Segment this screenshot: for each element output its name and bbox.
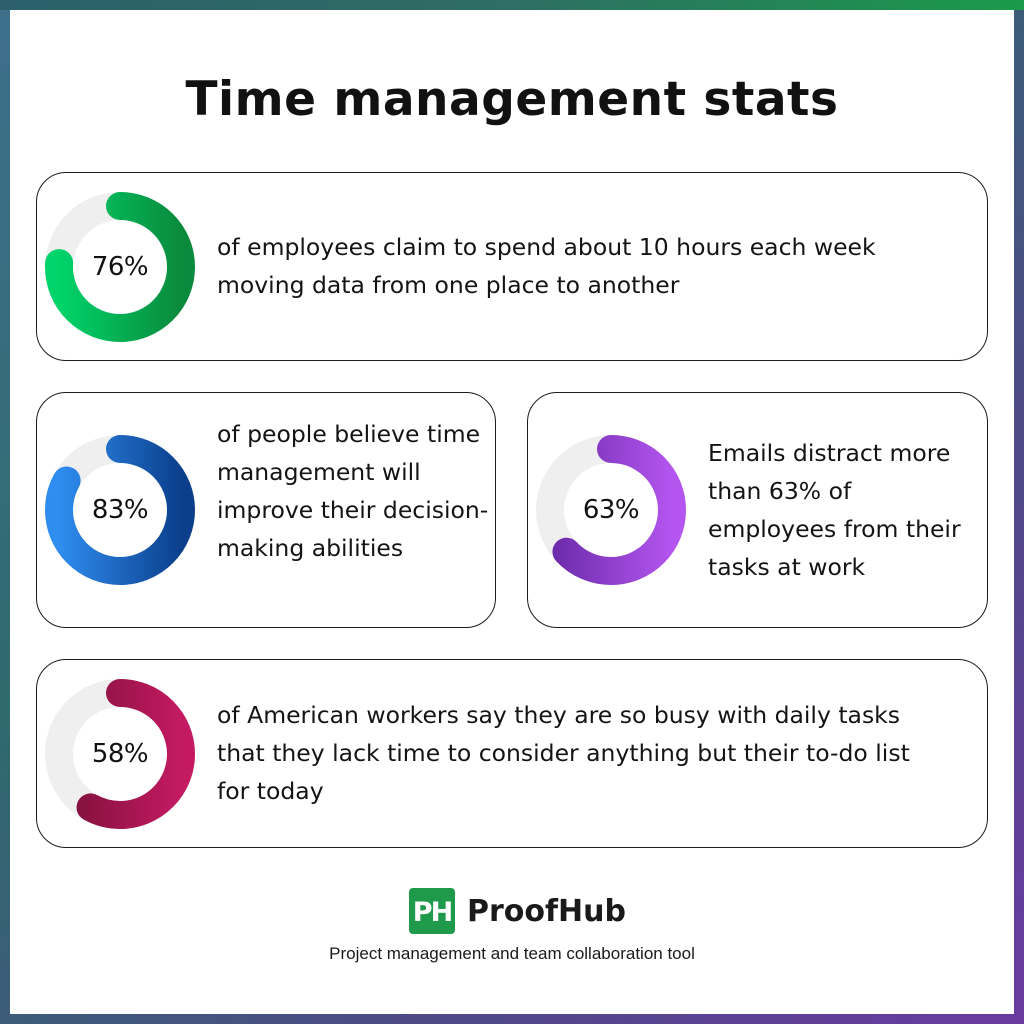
donut-chart-3: 63% [536,435,686,585]
donut-arc-1 [45,192,195,342]
brand-tagline: Project management and team collaboratio… [329,944,695,963]
stat-description-2: of people believe time management will i… [217,420,489,562]
donut-chart-4: 58% [45,679,195,829]
donut-chart-1: 76% [45,192,195,342]
ph-monogram-icon: PH [413,897,452,928]
donut-svg-3 [536,435,686,585]
page-title: Time management stats [185,72,839,127]
stat-card-1: 76% of employees claim to spend about 10… [36,172,988,361]
donut-chart-2: 83% [45,435,195,585]
stat-card-3: 63% Emails distract more than 63% of emp… [527,392,988,628]
stat-card-2: 83% of people believe time management wi… [36,392,496,628]
stat-card-4: 58% of American workers say they are so … [36,659,988,848]
donut-svg-4 [45,679,195,829]
donut-label-3: 63% [582,495,640,525]
stat-description-3: Emails distract more than 63% of employe… [708,439,961,581]
donut-svg-1 [45,192,195,342]
ph-monogram-text: PH [413,897,452,928]
donut-arc-3 [536,435,686,585]
donut-label-1: 76% [91,252,149,282]
stat-description-1: of employees claim to spend about 10 hou… [217,233,876,299]
donut-svg-2 [45,435,195,585]
stat-description-4: of American workers say they are so busy… [217,701,910,805]
gradient-frame-top [0,0,1024,10]
donut-label-4: 58% [91,739,149,769]
donut-label-2: 83% [91,495,149,525]
donut-arc-2 [45,435,195,585]
donut-arc-4 [45,679,195,829]
proofhub-logo-mark: PH [409,888,455,934]
brand-name: ProofHub [467,893,626,929]
infographic: Time management stats 76% of employees c… [10,10,1014,1014]
proofhub-logo: PH ProofHub [409,888,626,934]
